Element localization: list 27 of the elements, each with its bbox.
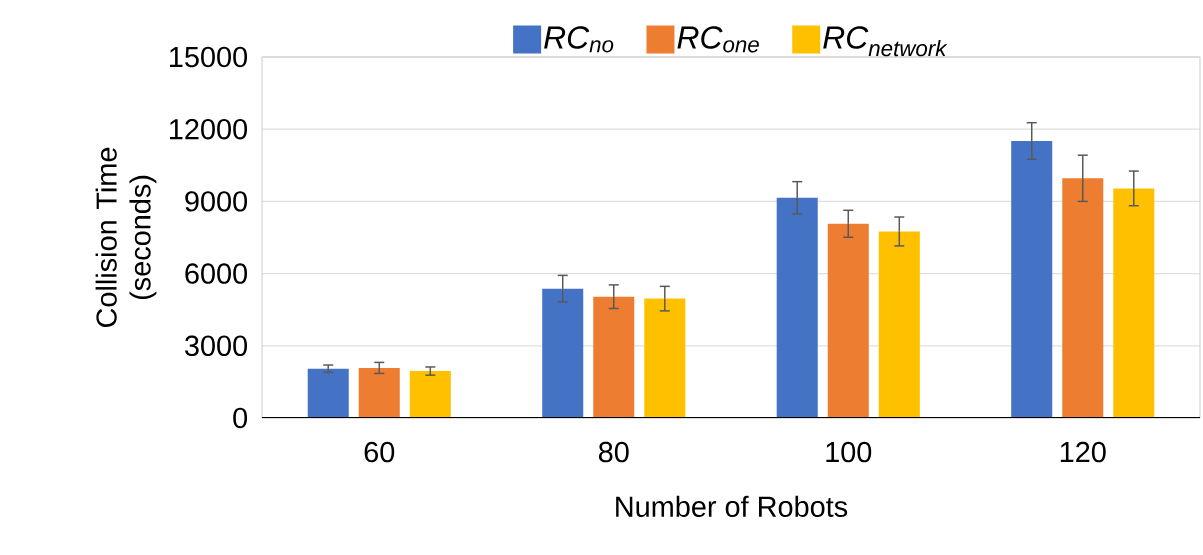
x-axis-title: Number of Robots: [616, 495, 848, 517]
bar: [1062, 178, 1104, 418]
y-tick-label: 15000: [170, 46, 248, 68]
x-tick-label: 80: [598, 441, 629, 463]
y-tick-label: 9000: [185, 191, 248, 212]
bar: [593, 296, 635, 418]
x-tick-label: 120: [1060, 441, 1106, 463]
bar: [358, 367, 400, 418]
y-tick-label: 6000: [185, 263, 248, 284]
bar: [1113, 188, 1155, 418]
y-tick-label: 0: [233, 407, 248, 429]
bar: [878, 231, 920, 418]
x-tick-label: 100: [826, 441, 872, 463]
bar: [827, 223, 869, 418]
legend-label: RC$_{no}$: [544, 26, 614, 53]
y-axis-title: Collision Time (seconds): [95, 147, 157, 327]
legend-label: RC$_{one}$: [677, 26, 759, 53]
bar: [542, 288, 584, 418]
bar: [409, 371, 451, 418]
legend-label: RC$_{network}$: [823, 26, 948, 57]
bar: [644, 298, 686, 418]
x-tick-label: 60: [364, 441, 395, 463]
bar: [776, 197, 818, 418]
bar: [1011, 140, 1053, 418]
y-tick-label: 12000: [170, 118, 248, 140]
bar: [307, 368, 349, 418]
y-tick-label: 3000: [185, 335, 248, 357]
